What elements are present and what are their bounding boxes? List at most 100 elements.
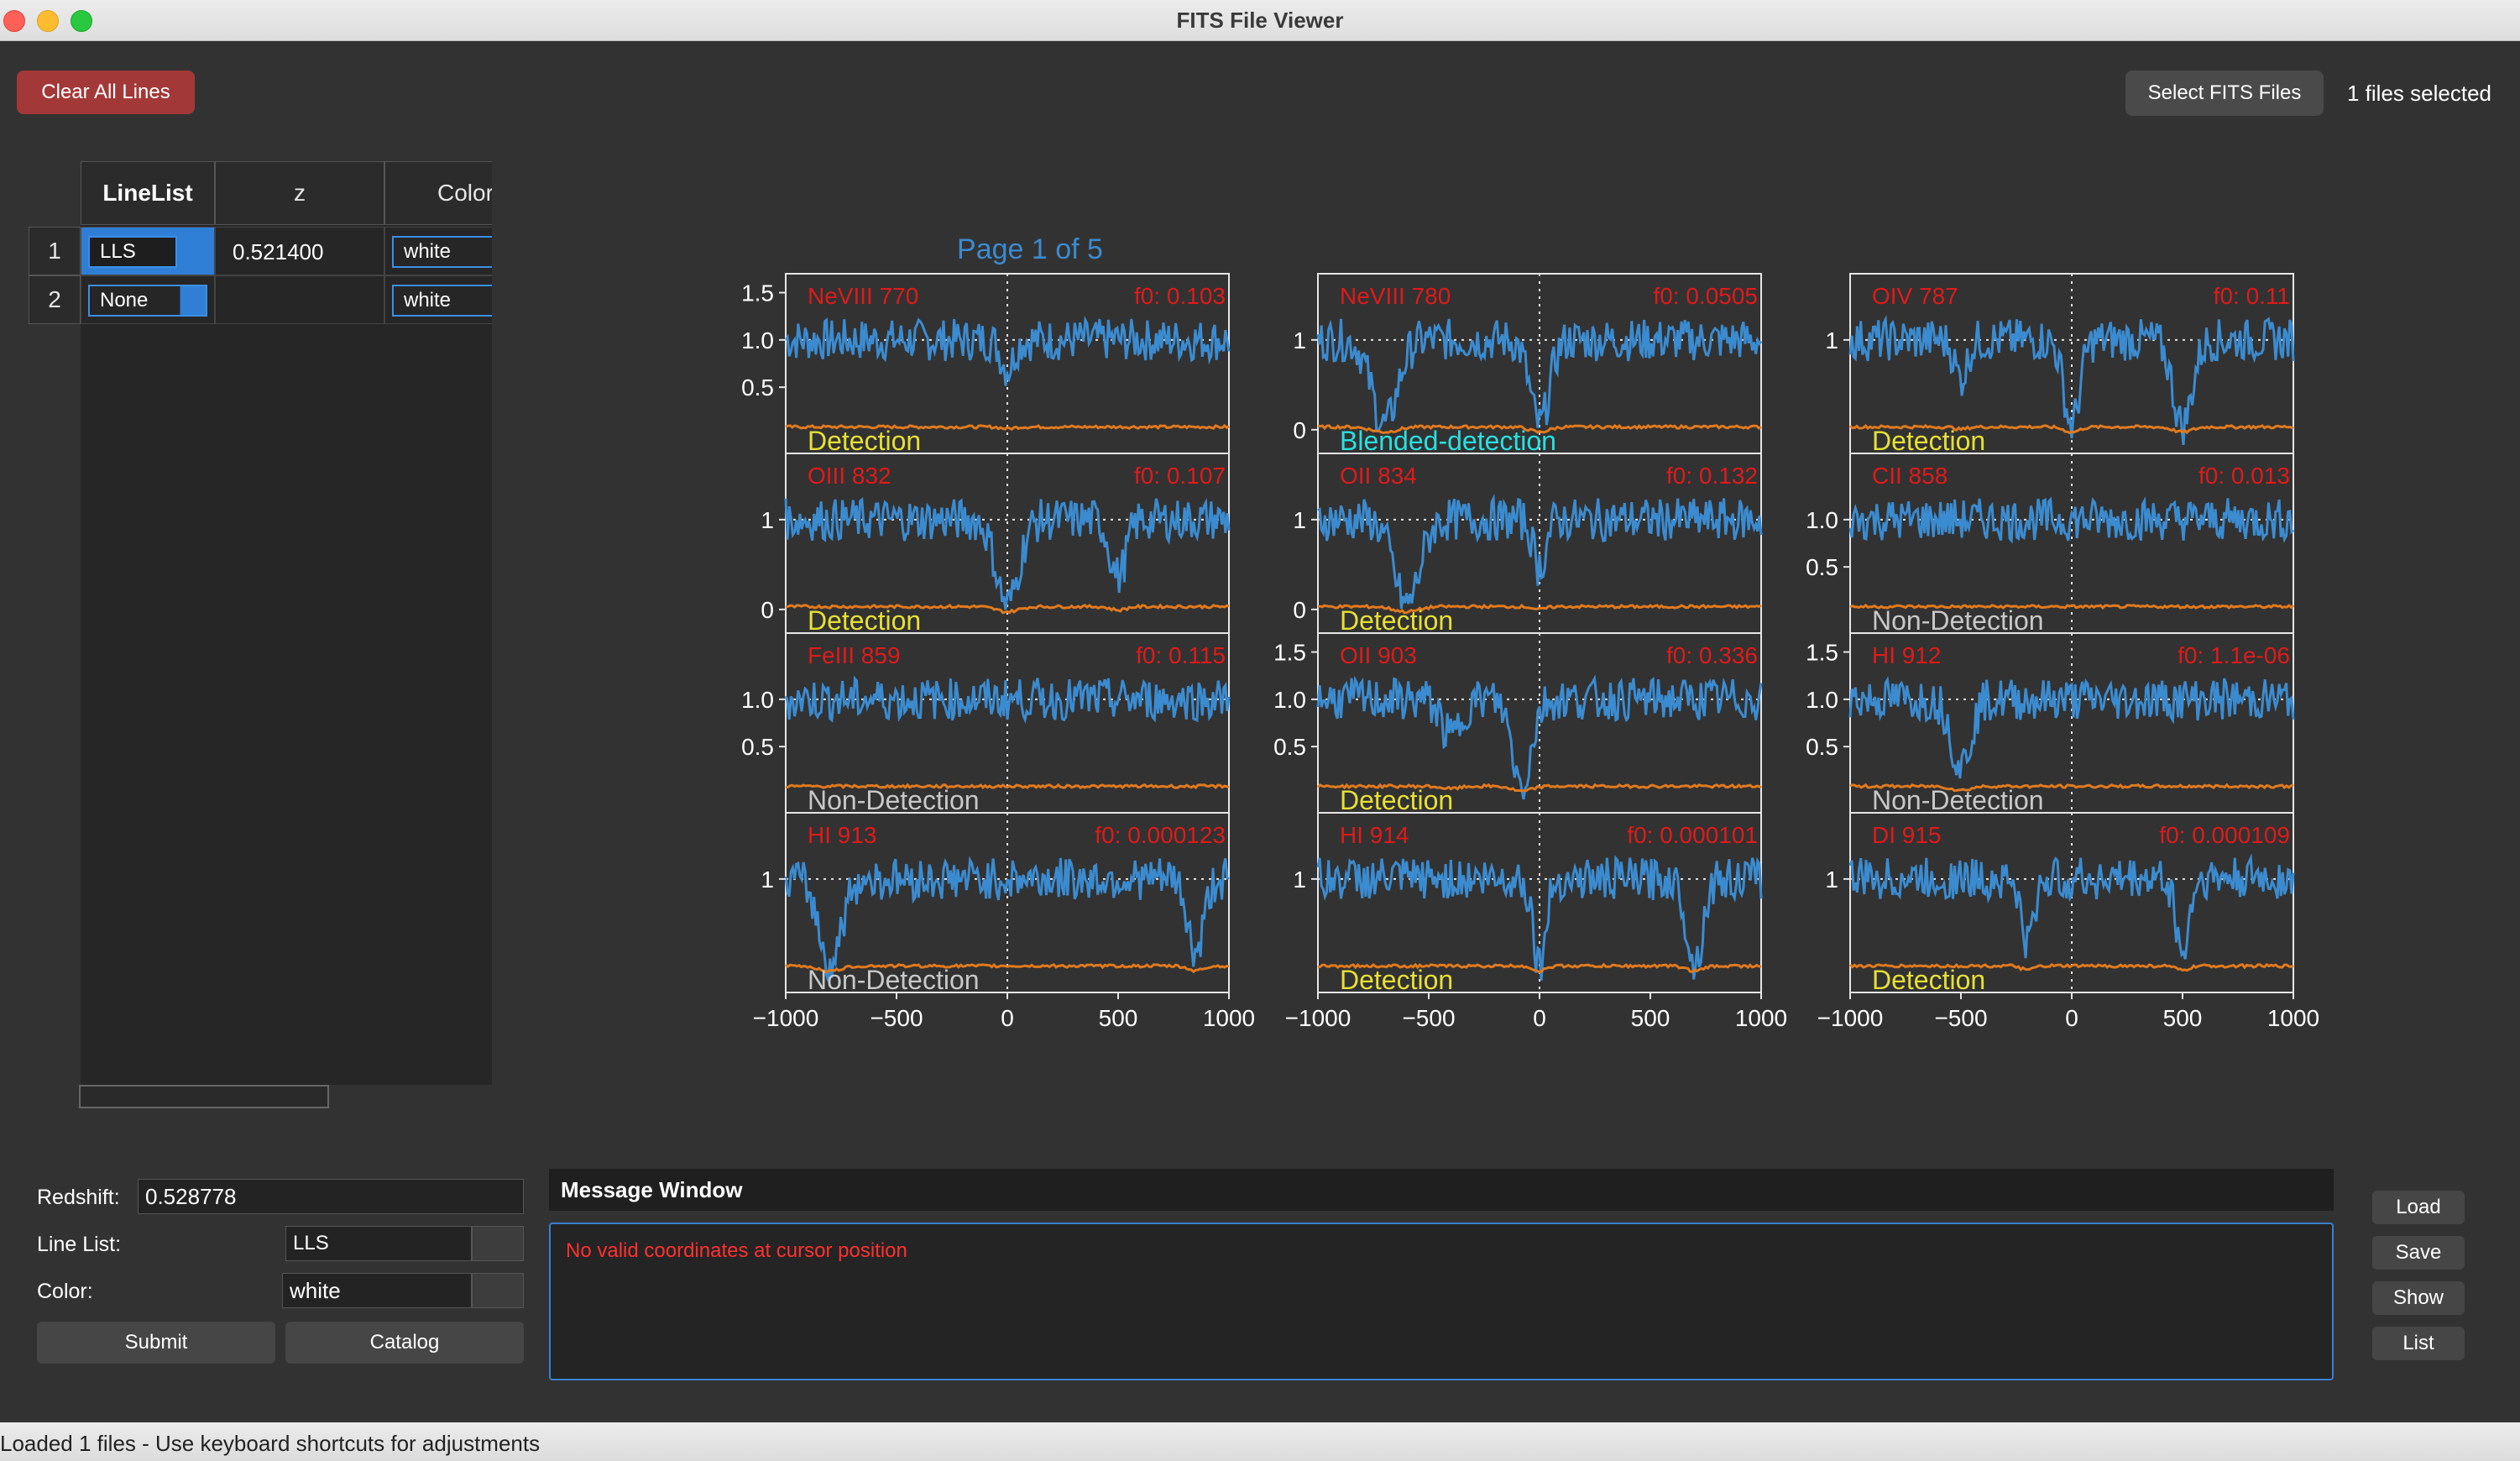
- line-list-dropdown[interactable]: LLS: [285, 1226, 472, 1261]
- list-button[interactable]: List: [2372, 1327, 2465, 1360]
- detection-status-label: Detection: [1872, 965, 1985, 995]
- column-header-color[interactable]: Color: [384, 161, 492, 225]
- y-tick-label: 1.5: [1273, 640, 1306, 666]
- close-window-button[interactable]: [3, 10, 25, 32]
- detection-status-label: Detection: [1340, 785, 1453, 815]
- table-cell-linelist[interactable]: LLS: [81, 227, 215, 275]
- row-header-1[interactable]: 1: [29, 227, 81, 275]
- color-dropdown[interactable]: white: [282, 1273, 472, 1308]
- window-title: FITS File Viewer: [1176, 8, 1344, 33]
- detection-status-label: Non-Detection: [1872, 785, 2044, 815]
- select-fits-files-button[interactable]: Select FITS Files: [2125, 71, 2324, 116]
- flux-series: [784, 496, 1231, 610]
- table-cell-z[interactable]: 0.521400: [215, 227, 384, 275]
- flux-series: [784, 315, 1231, 386]
- x-tick-label: −1000: [1285, 1005, 1351, 1031]
- detection-status-label: Detection: [1340, 965, 1453, 995]
- show-button[interactable]: Show: [2372, 1281, 2465, 1315]
- y-tick-label: 1: [1293, 327, 1306, 353]
- x-tick-label: 1000: [1203, 1005, 1255, 1031]
- error-series: [1317, 423, 1762, 434]
- flux-series: [1848, 496, 2295, 544]
- line-list-table: LineList z Color 1 LLS 0.521400 white 2 …: [29, 161, 492, 1085]
- detection-status-label: Detection: [1872, 426, 1985, 456]
- transition-label: NeVIII 780: [1340, 283, 1451, 309]
- oscillator-strength-label: f0: 0.103: [1134, 283, 1226, 309]
- column-header-z[interactable]: z: [215, 161, 384, 225]
- x-tick-label: 0: [1001, 1005, 1014, 1031]
- y-tick-label: 0.5: [741, 734, 774, 760]
- save-button[interactable]: Save: [2372, 1236, 2465, 1270]
- error-series: [1849, 783, 2294, 793]
- title-bar: FITS File Viewer: [0, 0, 2520, 41]
- x-tick-label: 0: [2065, 1005, 2078, 1031]
- color-dropdown-arrow[interactable]: [472, 1273, 524, 1308]
- detection-status-label: Non-Detection: [1872, 605, 2044, 636]
- table-cell-linelist[interactable]: None: [81, 275, 215, 324]
- page-indicator: Page 1 of 5: [957, 233, 1103, 265]
- maximize-window-button[interactable]: [71, 10, 92, 32]
- color-combo[interactable]: white: [392, 236, 492, 268]
- submit-button[interactable]: Submit: [37, 1322, 275, 1364]
- flux-series: [1316, 318, 1763, 433]
- table-cell-color[interactable]: white: [384, 227, 492, 275]
- transition-label: OII 903: [1340, 642, 1417, 668]
- linelist-combo[interactable]: None: [88, 285, 207, 317]
- load-button[interactable]: Load: [2372, 1191, 2465, 1224]
- minimize-window-button[interactable]: [37, 10, 59, 32]
- table-cell-z[interactable]: [215, 275, 384, 324]
- table-horizontal-scrollbar[interactable]: [79, 1085, 329, 1108]
- redshift-label: Redshift:: [37, 1186, 120, 1209]
- catalog-button[interactable]: Catalog: [285, 1322, 524, 1364]
- flux-series: [784, 856, 1230, 982]
- x-tick-label: −1000: [1817, 1005, 1884, 1031]
- error-series: [1317, 603, 1762, 615]
- status-bar: Loaded 1 files - Use keyboard shortcuts …: [0, 1422, 2520, 1461]
- y-tick-label: 0: [1293, 417, 1306, 443]
- redshift-input[interactable]: 0.528778: [138, 1179, 524, 1214]
- spectrum-plot-grid[interactable]: Page 1 of 5 NeVIII 770 f0: 0.103 Detection…: [722, 222, 2367, 1053]
- y-tick-label: 0.5: [1273, 734, 1306, 760]
- y-tick-label: 1: [761, 867, 774, 893]
- table-cell-color[interactable]: white: [384, 275, 492, 324]
- y-tick-label: 0: [1293, 597, 1306, 623]
- y-tick-label: 1: [1293, 507, 1306, 533]
- oscillator-strength-label: f0: 0.000101: [1627, 822, 1758, 848]
- oscillator-strength-label: f0: 0.132: [1666, 463, 1758, 489]
- y-tick-label: 0.5: [1806, 734, 1838, 760]
- error-series: [785, 963, 1230, 974]
- x-tick-label: 1000: [2267, 1005, 2319, 1031]
- transition-label: HI 914: [1340, 822, 1409, 848]
- column-header-linelist[interactable]: LineList: [81, 161, 215, 225]
- y-tick-label: 1: [1825, 327, 1838, 353]
- clear-all-lines-button[interactable]: Clear All Lines: [17, 71, 195, 114]
- oscillator-strength-label: f0: 0.0505: [1653, 283, 1758, 309]
- row-header-2[interactable]: 2: [29, 275, 81, 324]
- x-tick-label: 500: [2163, 1005, 2203, 1031]
- transition-label: CII 858: [1872, 463, 1948, 489]
- status-text: Loaded 1 files - Use keyboard shortcuts …: [0, 1431, 541, 1456]
- y-tick-label: 1.0: [1806, 507, 1838, 533]
- detection-status-label: Detection: [1340, 605, 1453, 636]
- x-tick-label: −500: [870, 1005, 923, 1031]
- line-list-dropdown-arrow[interactable]: [472, 1226, 524, 1261]
- transition-label: OIII 832: [808, 463, 891, 489]
- y-tick-label: 1.0: [1273, 687, 1306, 713]
- message-window[interactable]: No valid coordinates at cursor position: [549, 1223, 2334, 1380]
- x-tick-label: 500: [1631, 1005, 1670, 1031]
- flux-series: [1848, 853, 2295, 960]
- y-tick-label: 0.5: [741, 374, 774, 401]
- linelist-combo[interactable]: LLS: [88, 236, 177, 268]
- message-window-header: Message Window: [549, 1169, 2334, 1211]
- transition-label: OII 834: [1340, 463, 1417, 489]
- detection-status-label: Non-Detection: [808, 965, 980, 995]
- error-series: [1317, 962, 1762, 974]
- oscillator-strength-label: f0: 0.000123: [1095, 822, 1226, 848]
- flux-series: [784, 675, 1231, 725]
- oscillator-strength-label: f0: 0.336: [1666, 642, 1758, 668]
- color-combo[interactable]: white: [392, 285, 492, 317]
- flux-series: [1316, 674, 1763, 800]
- y-tick-label: 1.0: [741, 687, 774, 713]
- x-tick-label: 0: [1533, 1005, 1546, 1031]
- oscillator-strength-label: f0: 0.000109: [2159, 822, 2290, 848]
